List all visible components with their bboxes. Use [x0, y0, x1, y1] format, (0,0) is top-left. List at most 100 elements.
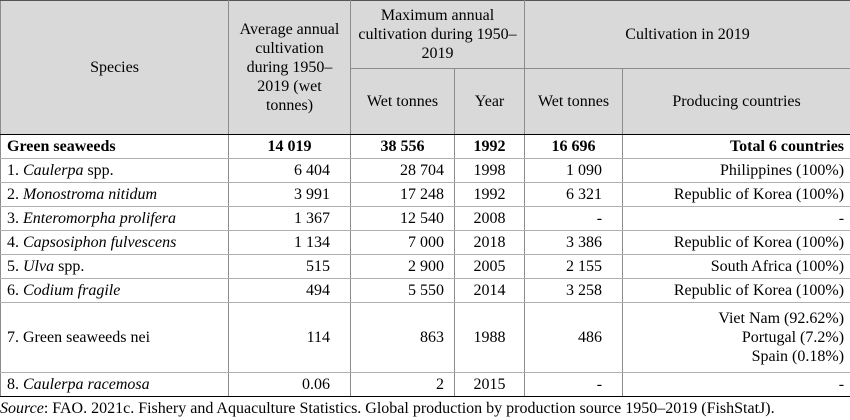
cell-year: 1992	[453, 182, 526, 207]
cell-year: 1988	[453, 302, 526, 373]
cell-countries: South Africa (100%)	[622, 254, 850, 279]
species-number: 6.	[7, 282, 23, 299]
cell-wet-2019: 2 155	[524, 254, 624, 279]
header-year: Year	[453, 68, 526, 135]
header-average: Average annual cultivation during 1950–2…	[228, 0, 351, 135]
cell-wet-2019: 3 386	[524, 230, 624, 255]
species-number: 5.	[7, 258, 23, 275]
table-row: 7. Green seaweeds nei 114 863 1988 486 Viet N…	[0, 302, 850, 373]
cell-max-wet: 7 000	[350, 230, 455, 255]
cell-average: 6 404	[228, 158, 351, 183]
cell-year: 1998	[453, 158, 526, 183]
cell-year: 2015	[453, 372, 526, 397]
country-entry: Spain (0.18%)	[751, 348, 845, 365]
cell-year: 2018	[453, 230, 526, 255]
cell-average: 494	[228, 278, 351, 303]
cell-year: 2014	[453, 278, 526, 303]
table-row: 6. Codium fragile 494 5 550 2014 3 258 Republ…	[0, 278, 850, 303]
species-name: Monostroma nitidum	[23, 186, 158, 203]
header-max-wet-tonnes: Wet tonnes	[350, 68, 455, 135]
table-row: 4. Capsosiphon fulvescens 1 134 7 000 2018 3…	[0, 230, 850, 255]
table-header: Species Average annual cultivation durin…	[0, 0, 850, 135]
source-text: : FAO. 2021c. Fishery and Aquaculture St…	[43, 400, 775, 417]
cell-max-wet: 28 704	[350, 158, 455, 183]
cell-countries: Total 6 countries	[622, 134, 850, 159]
species-suffix: Green seaweeds nei	[23, 329, 151, 346]
country-entry: Philippines (100%)	[720, 162, 845, 179]
species-number: 4.	[7, 234, 23, 251]
cell-average: 0.06	[228, 372, 351, 397]
header-producing-countries: Producing countries	[622, 68, 850, 135]
header-species: Species	[0, 0, 229, 135]
cell-max-wet: 5 550	[350, 278, 455, 303]
country-entry: Republic of Korea (100%)	[673, 186, 845, 203]
country-entry: -	[838, 376, 845, 393]
header-cultivation-2019-group: Cultivation in 2019	[524, 0, 850, 69]
cell-countries: Philippines (100%)	[622, 158, 850, 183]
cell-average: 1 134	[228, 230, 351, 255]
species-number: 7.	[7, 329, 23, 346]
cell-wet-2019: 3 258	[524, 278, 624, 303]
species-suffix: spp.	[83, 162, 114, 179]
table-row: 5. Ulva spp. 515 2 900 2005 2 155 South Afric…	[0, 254, 850, 279]
cell-max-wet: 38 556	[350, 134, 455, 159]
cell-max-wet: 12 540	[350, 206, 455, 231]
species-number: 1.	[7, 162, 23, 179]
cell-countries: Republic of Korea (100%)	[622, 230, 850, 255]
cell-average: 14 019	[228, 134, 351, 159]
cell-wet-2019: 16 696	[524, 134, 624, 159]
species-number: 8.	[7, 376, 23, 393]
country-entry: Viet Nam (92.62%)	[718, 310, 845, 327]
cell-average: 1 367	[228, 206, 351, 231]
cell-max-wet: 2	[350, 372, 455, 397]
table-body: Green seaweeds 14 019 38 556 1992 16 696…	[0, 134, 850, 397]
country-entry: -	[838, 210, 845, 227]
country-entry: South Africa (100%)	[710, 258, 845, 275]
cell-wet-2019: 486	[524, 302, 624, 373]
source-label: Source	[0, 400, 44, 417]
cell-average: 515	[228, 254, 351, 279]
cell-wet-2019: 6 321	[524, 182, 624, 207]
cell-countries: Viet Nam (92.62%) Portugal (7.2%) Spain (0…	[622, 302, 850, 373]
species-name: Ulva	[23, 258, 55, 275]
cell-max-wet: 863	[350, 302, 455, 373]
table-row: 1. Caulerpa spp. 6 404 28 704 1998 1 090 Phil…	[0, 158, 850, 183]
cell-species: 5. Ulva spp.	[0, 254, 229, 279]
species-number: 3.	[7, 210, 23, 227]
source-note: Source: FAO. 2021c. Fishery and Aquacult…	[0, 399, 850, 418]
species-name: Caulerpa	[23, 162, 84, 179]
cell-countries: -	[622, 206, 850, 231]
seaweed-table: Species Average annual cultivation durin…	[0, 0, 850, 397]
table-row-total: Green seaweeds 14 019 38 556 1992 16 696…	[0, 134, 850, 159]
cell-wet-2019: -	[524, 372, 624, 397]
species-suffix: spp.	[54, 258, 85, 275]
cell-max-wet: 17 248	[350, 182, 455, 207]
country-entry: Republic of Korea (100%)	[673, 234, 845, 251]
cell-wet-2019: -	[524, 206, 624, 231]
country-entry: Portugal (7.2%)	[741, 329, 845, 346]
cell-species: 3. Enteromorpha prolifera	[0, 206, 229, 231]
species-number: 2.	[7, 186, 23, 203]
cell-species: Green seaweeds	[0, 134, 229, 159]
cell-countries: -	[622, 372, 850, 397]
table-row: 2. Monostroma nitidum 3 991 17 248 1992 6 32…	[0, 182, 850, 207]
species-name: Codium fragile	[23, 282, 121, 299]
cell-countries: Republic of Korea (100%)	[622, 278, 850, 303]
cell-average: 3 991	[228, 182, 351, 207]
table-row: 8. Caulerpa racemosa 0.06 2 2015- -	[0, 372, 850, 397]
cell-countries: Republic of Korea (100%)	[622, 182, 850, 207]
cell-species: 2. Monostroma nitidum	[0, 182, 229, 207]
cell-year: 1992	[453, 134, 526, 159]
cell-max-wet: 2 900	[350, 254, 455, 279]
cell-species: 4. Capsosiphon fulvescens	[0, 230, 229, 255]
header-maximum-group: Maximum annual cultivation during 1950–2…	[349, 0, 526, 69]
cell-year: 2005	[453, 254, 526, 279]
species-name: Caulerpa racemosa	[23, 376, 150, 393]
cell-year: 2008	[453, 206, 526, 231]
header-2019-wet-tonnes: Wet tonnes	[524, 68, 624, 135]
cell-species: 6. Codium fragile	[0, 278, 229, 303]
cell-average: 114	[228, 302, 351, 373]
cell-species: 7. Green seaweeds nei	[0, 302, 229, 373]
cell-species: 8. Caulerpa racemosa	[0, 372, 229, 397]
